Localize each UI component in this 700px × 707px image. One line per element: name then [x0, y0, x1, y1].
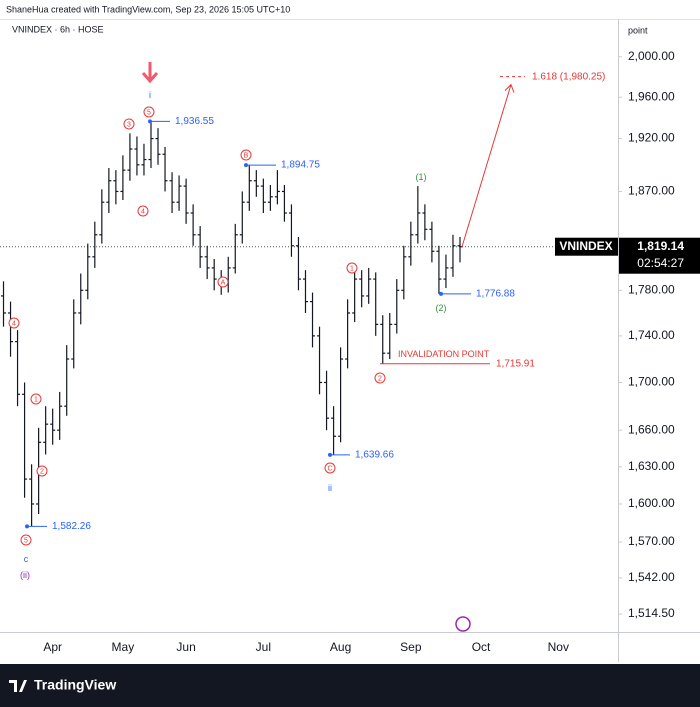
y-tick-label: 1,740.00 — [628, 328, 675, 342]
wave-circle — [346, 262, 358, 274]
wave-label: 3 — [127, 121, 131, 128]
price-label: 1,936.55 — [175, 116, 214, 127]
x-tick-label: May — [112, 640, 135, 654]
wave-circle — [123, 118, 135, 130]
y-tick-label: 1,630.00 — [628, 459, 675, 473]
wave-label: 5 — [147, 109, 151, 116]
price-label: 1,582.26 — [52, 521, 91, 532]
price-label-dot — [25, 524, 29, 529]
wave-label: 4 — [12, 320, 16, 327]
x-tick-label: Jun — [176, 640, 195, 654]
symbol-box — [555, 237, 618, 256]
y-tick-label: 1,514.50 — [628, 606, 675, 620]
price-label-dot — [328, 452, 332, 457]
x-tick-label: Aug — [330, 640, 351, 654]
wave-label: 5 — [24, 537, 28, 544]
wave-circle — [137, 205, 149, 217]
y-tick-label: 1,660.00 — [628, 422, 675, 436]
wave-circle — [217, 276, 229, 288]
wave-circle — [324, 462, 336, 474]
price-label-dot — [439, 291, 443, 296]
last-price-label: 1,819.14 — [637, 239, 684, 253]
footer-band — [0, 664, 700, 707]
symbol-label: VNINDEX — [559, 239, 612, 253]
wave-label: 2 — [378, 375, 382, 382]
y-tick-label: 2,000.00 — [628, 49, 675, 63]
event-icon — [455, 616, 471, 632]
wave-circle — [36, 465, 48, 477]
price-label: 1,639.66 — [355, 450, 394, 461]
wave-label: ii — [328, 483, 332, 493]
down-arrow — [141, 62, 159, 84]
invalidation-label: 1,715.91 — [496, 358, 535, 369]
x-tick-label: Sep — [400, 640, 422, 654]
y-tick-label: 1,600.00 — [628, 496, 675, 510]
x-tick-label: Apr — [43, 640, 62, 654]
wave-label: (ii) — [20, 570, 30, 580]
axis-unit: point — [628, 25, 648, 35]
wave-circle — [374, 372, 386, 384]
footer-text: TradingView — [34, 677, 116, 693]
wave-circle — [240, 149, 252, 161]
wave-label: B — [244, 152, 249, 159]
price-label: 1,894.75 — [281, 160, 320, 171]
attribution: ShaneHua created with TradingView.com, S… — [6, 4, 290, 14]
countdown: 02:54:27 — [637, 256, 684, 270]
wave-label: 2 — [40, 468, 44, 475]
x-tick-label: Jul — [256, 640, 271, 654]
y-tick-label: 1,960.00 — [628, 89, 675, 103]
wave-label: i — [149, 90, 151, 100]
invalidation-text: INVALIDATION POINT — [398, 349, 490, 359]
wave-label: c — [24, 554, 29, 564]
y-tick-label: 1,780.00 — [628, 282, 675, 296]
wave-circle — [20, 534, 32, 546]
wave-label: (1) — [416, 172, 427, 182]
wave-label: A — [221, 279, 226, 286]
wave-circle — [143, 106, 155, 118]
wave-label: 1 — [34, 396, 38, 403]
price-label-dot — [148, 119, 152, 124]
x-tick-label: Oct — [472, 640, 491, 654]
y-tick-label: 1,700.00 — [628, 375, 675, 389]
x-tick-label: Nov — [548, 640, 569, 654]
y-tick-label: 1,542.00 — [628, 570, 675, 584]
wave-circle — [8, 317, 20, 329]
y-tick-label: 1,870.00 — [628, 184, 675, 198]
wave-label: C — [327, 465, 332, 472]
price-label-dot — [244, 163, 248, 168]
wave-circle — [30, 393, 42, 405]
wave-label: 4 — [141, 208, 145, 215]
price-label: 1,776.88 — [476, 288, 515, 299]
wave-label: (2) — [436, 303, 447, 313]
symbol-title: VNINDEX · 6h · HOSE — [12, 24, 104, 34]
y-tick-label: 1,570.00 — [628, 534, 675, 548]
wave-label: 1 — [350, 265, 354, 272]
y-tick-label: 1,920.00 — [628, 131, 675, 145]
footer-logo — [9, 680, 27, 692]
target-label: 1.618 (1,980.25) — [532, 71, 605, 82]
last-price-box — [619, 237, 700, 274]
target-arrow — [461, 83, 515, 247]
